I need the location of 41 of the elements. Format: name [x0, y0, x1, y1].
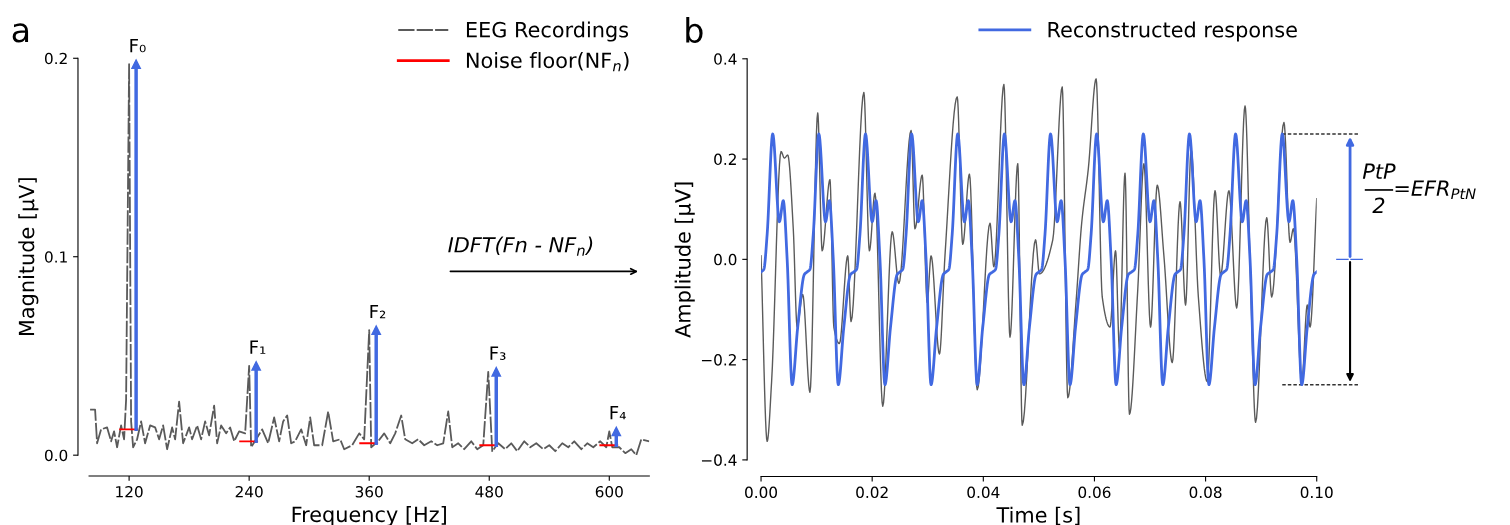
x-tick-label: 480 [475, 486, 503, 498]
y-axis-title: Amplitude [μV] [674, 182, 695, 338]
y-axis-title: Magnitude [μV] [18, 178, 39, 336]
x-tick-label: 0.02 [856, 486, 888, 499]
point [131, 59, 141, 70]
x-tick-label: 0.06 [1078, 486, 1111, 499]
y-tick-label: 0.4 [714, 53, 737, 65]
legend-label: EEG Recordings [466, 21, 629, 42]
annotation: IDFT(Fn - NF$_{n}$) [448, 236, 593, 256]
y-tick-label: 0.0 [714, 253, 737, 266]
point [371, 325, 382, 336]
y-tick-label: 0.2 [714, 153, 736, 166]
annotation: F₂ [370, 304, 386, 319]
x-tick-label: 600 [595, 486, 623, 498]
legend-label: Noise floor(NF$_{n}$) [466, 52, 629, 72]
point [491, 366, 502, 377]
point [611, 426, 622, 437]
x-tick-label: 0.04 [967, 486, 1000, 499]
y-tick-label: 0.2 [44, 52, 67, 65]
x-tick-label: 120 [116, 486, 143, 498]
x-tick-label: 360 [355, 486, 383, 498]
annotation: F₁ [250, 340, 266, 354]
y-tick-label: −0.2 [701, 354, 736, 366]
text: PtP [1362, 163, 1396, 179]
y-tick-label: 0.0 [44, 449, 68, 462]
text: 2 [1372, 197, 1385, 214]
x-axis-title: Time [s] [996, 506, 1080, 525]
legend-label: Reconstructed response [1048, 21, 1297, 42]
x-tick-label: 0.08 [1189, 486, 1222, 499]
annotation: F₃ [490, 346, 506, 360]
annotation: F₄ [610, 406, 626, 420]
x-tick-label: 0.10 [1300, 486, 1333, 499]
chart-title: a [12, 23, 29, 43]
chart-title: b [686, 17, 703, 43]
text: =EFR$_{PtN}$ [1395, 180, 1476, 200]
point [251, 361, 262, 371]
y-tick-label: 0.1 [44, 251, 67, 263]
x-tick-label: 240 [235, 486, 263, 498]
annotation: F₀ [130, 38, 146, 53]
y-tick-label: −0.4 [701, 454, 737, 466]
x-tick-label: 0.00 [745, 486, 778, 499]
